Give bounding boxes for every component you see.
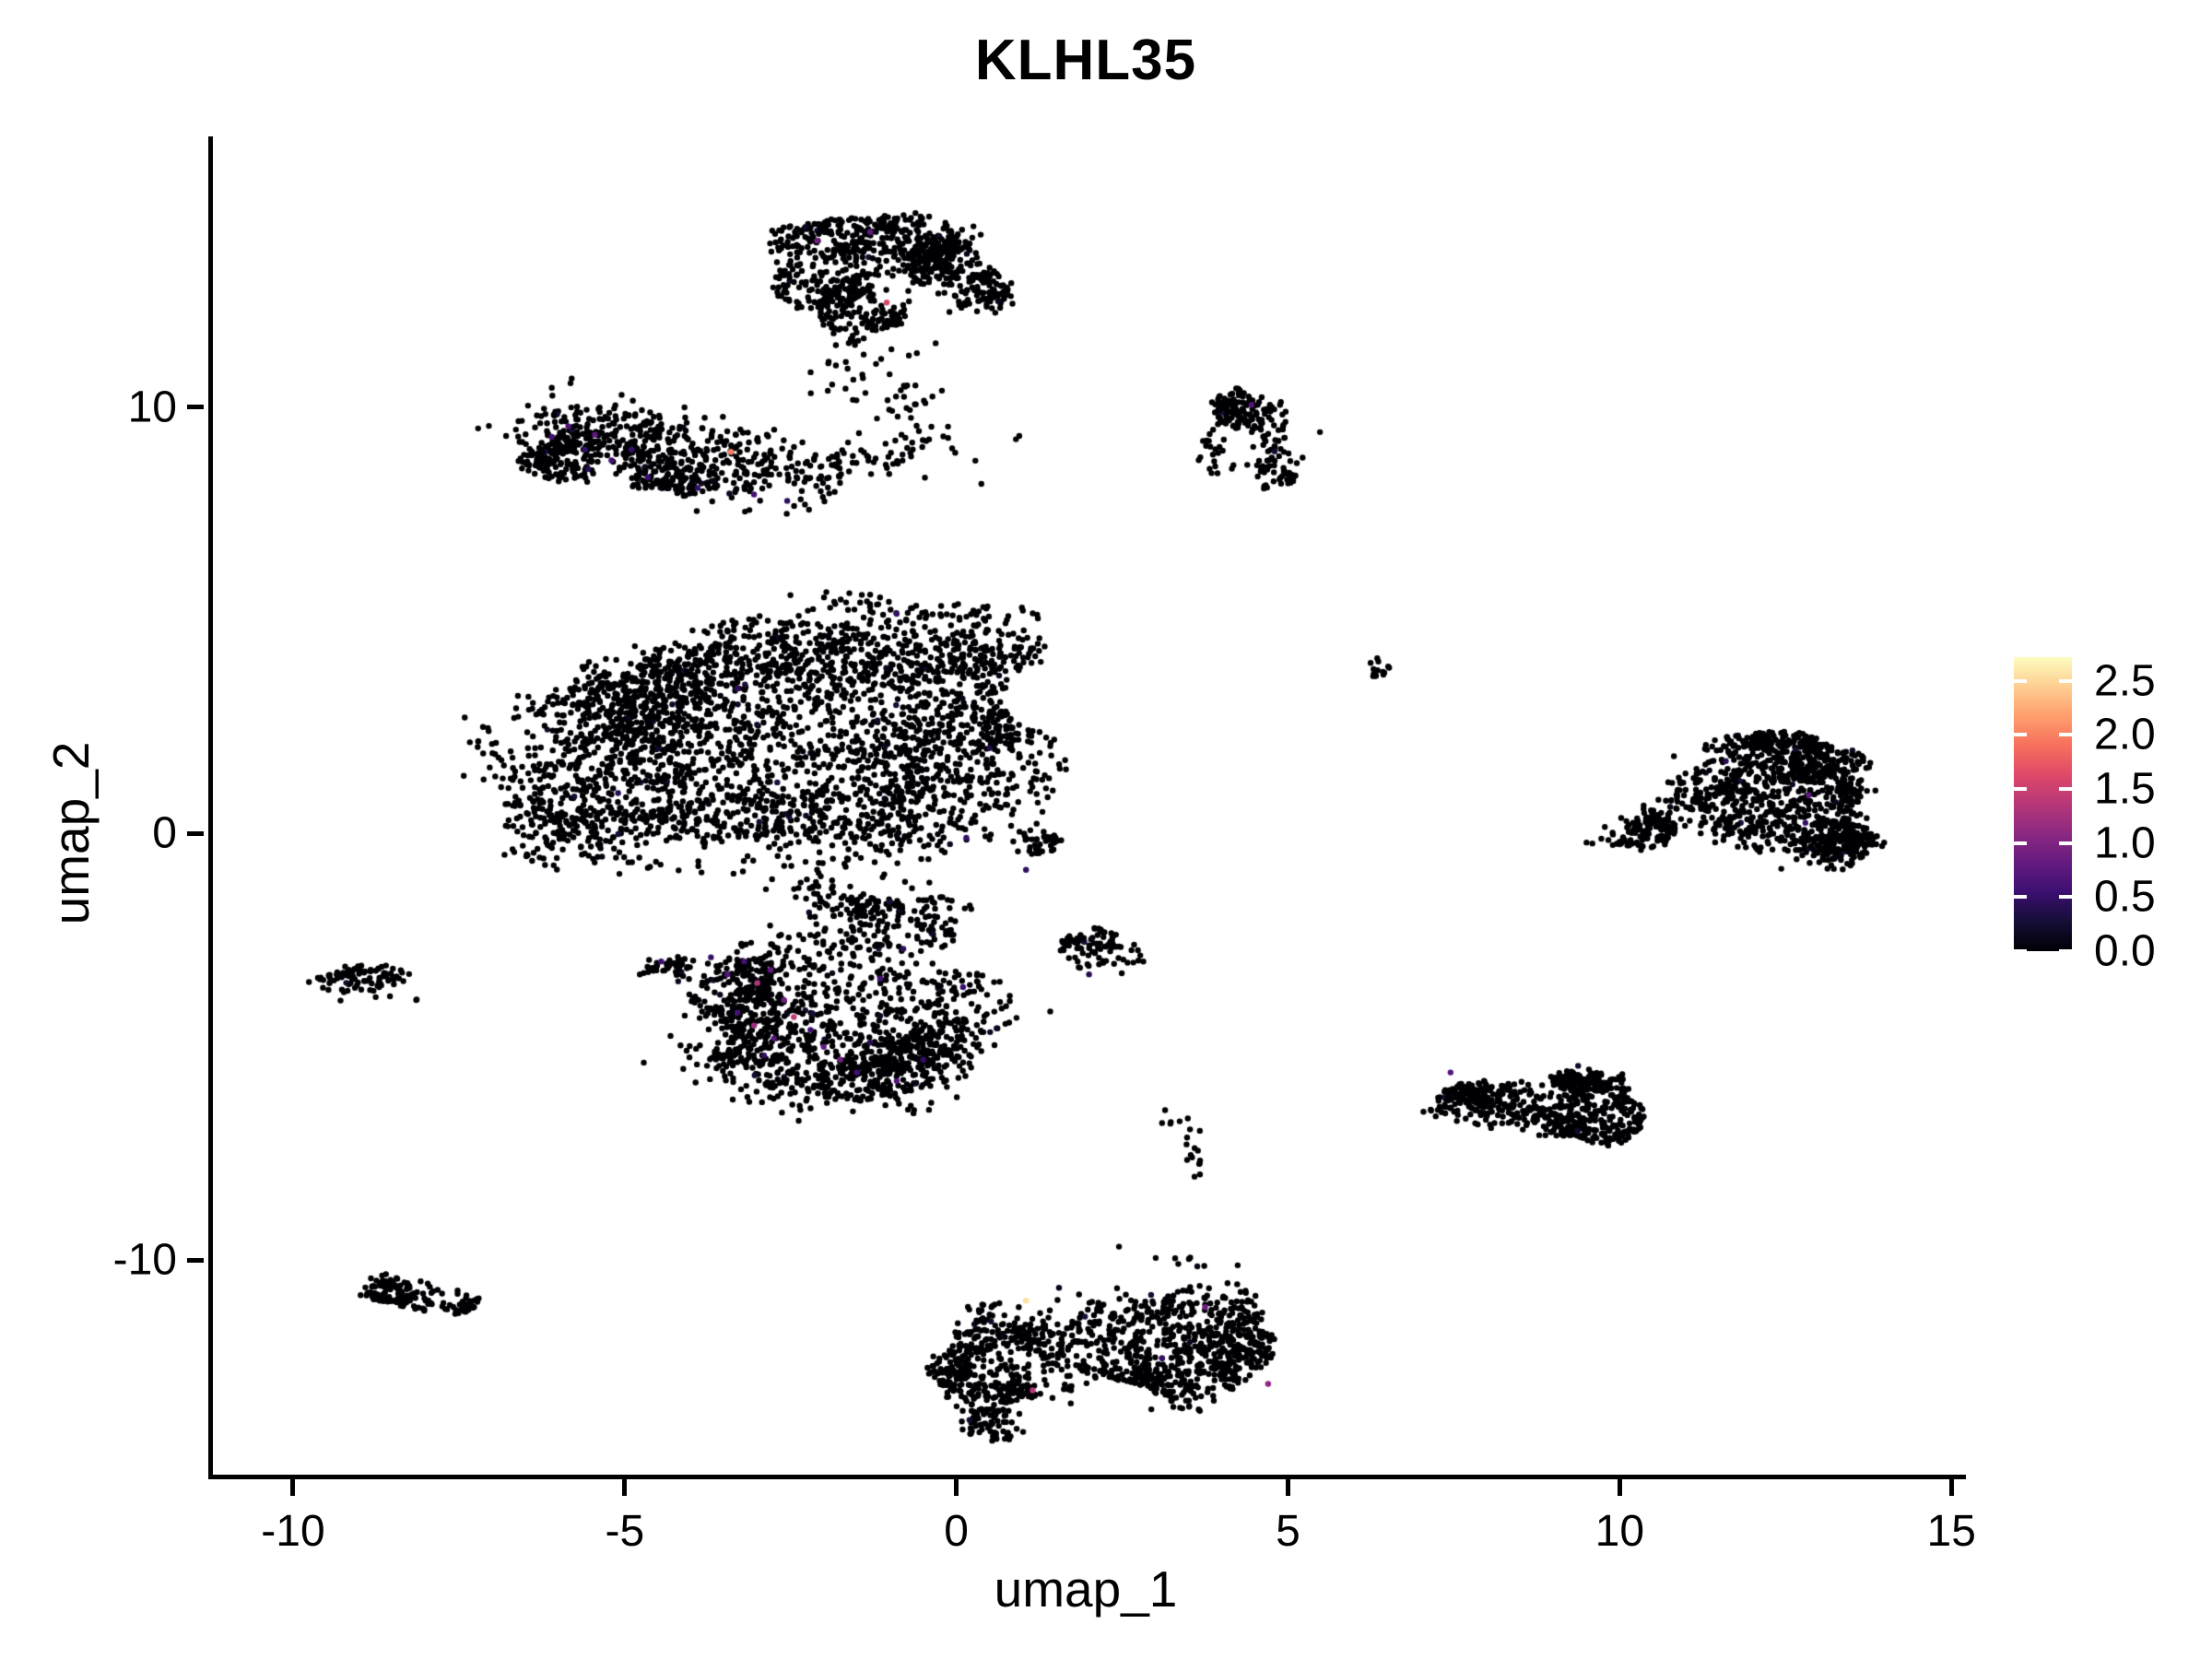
colorbar-tick-mark bbox=[2014, 895, 2027, 900]
y-axis-title: umap_2 bbox=[42, 741, 100, 925]
x-tick-label: -10 bbox=[261, 1507, 325, 1556]
x-tick-label: 0 bbox=[944, 1507, 970, 1556]
y-tick-mark bbox=[187, 830, 204, 836]
x-tick-mark bbox=[1948, 1479, 1954, 1496]
colorbar-tick-mark bbox=[2014, 949, 2027, 953]
colorbar-tick-label: 1.0 bbox=[2094, 818, 2156, 868]
colorbar-tick-label: 2.0 bbox=[2094, 710, 2156, 759]
colorbar-tick-mark bbox=[2059, 733, 2072, 737]
y-tick-mark bbox=[187, 405, 204, 410]
colorbar-tick-label: 0.5 bbox=[2094, 872, 2156, 922]
colorbar-tick-label: 0.0 bbox=[2094, 926, 2156, 976]
colorbar-gradient bbox=[2014, 657, 2072, 951]
x-tick-mark bbox=[954, 1479, 959, 1496]
colorbar-tick-mark bbox=[2014, 733, 2027, 737]
x-axis-line bbox=[208, 1475, 1966, 1479]
colorbar-tick-label: 1.5 bbox=[2094, 764, 2156, 814]
x-tick-label: 5 bbox=[1276, 1507, 1300, 1556]
colorbar-tick-mark bbox=[2014, 841, 2027, 845]
colorbar-tick-mark bbox=[2014, 787, 2027, 792]
x-tick-label: -5 bbox=[605, 1507, 645, 1556]
x-tick-mark bbox=[1617, 1479, 1622, 1496]
colorbar-tick-mark bbox=[2059, 949, 2072, 953]
x-tick-mark bbox=[290, 1479, 296, 1496]
y-tick-label: 10 bbox=[127, 382, 177, 432]
y-tick-label: 0 bbox=[152, 808, 177, 858]
y-axis-line bbox=[208, 136, 213, 1479]
colorbar-tick-mark bbox=[2059, 678, 2072, 683]
y-tick-label: -10 bbox=[112, 1235, 177, 1285]
colorbar-tick-mark bbox=[2059, 895, 2072, 900]
x-tick-label: 10 bbox=[1594, 1507, 1645, 1556]
x-tick-mark bbox=[1286, 1479, 1290, 1496]
colorbar-tick-mark bbox=[2014, 678, 2027, 683]
colorbar-tick-label: 2.5 bbox=[2094, 656, 2156, 706]
x-axis-title: umap_1 bbox=[994, 1560, 1178, 1618]
x-tick-label: 15 bbox=[1926, 1507, 1976, 1556]
y-tick-mark bbox=[187, 1257, 204, 1263]
x-tick-mark bbox=[622, 1479, 628, 1496]
colorbar-tick-mark bbox=[2059, 841, 2072, 845]
colorbar-tick-mark bbox=[2059, 787, 2072, 792]
plot-title: KLHL35 bbox=[974, 29, 1197, 92]
